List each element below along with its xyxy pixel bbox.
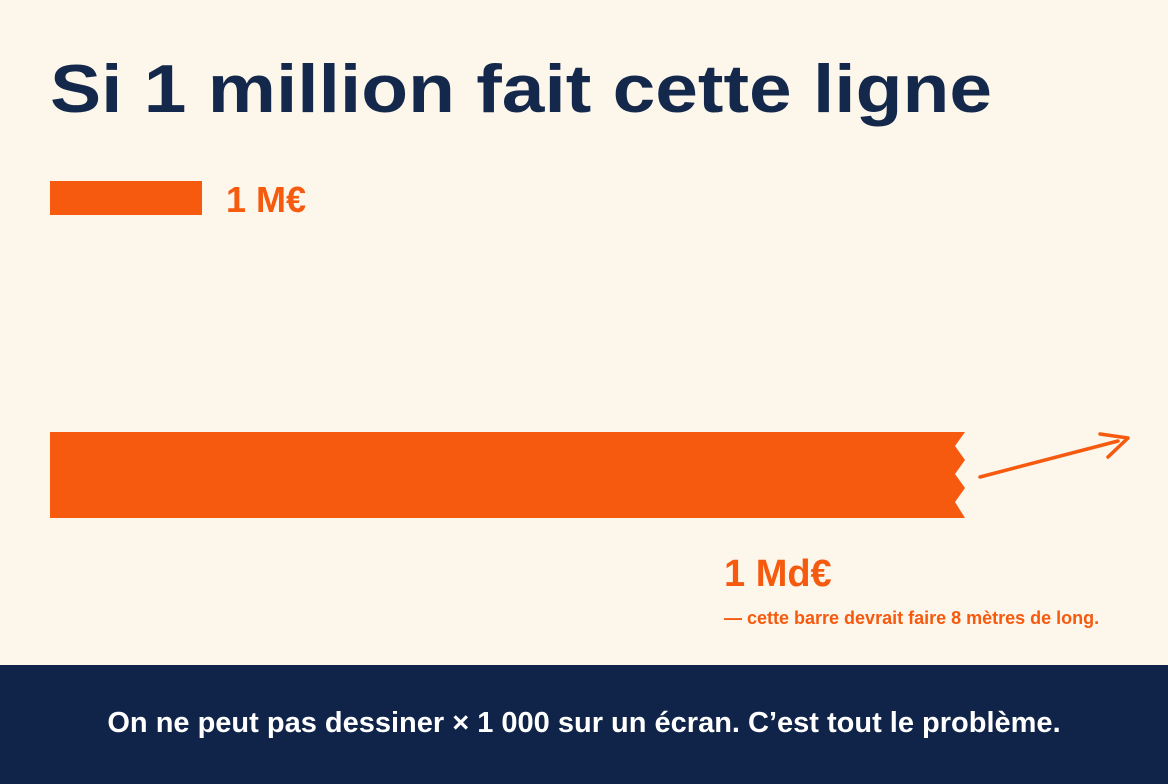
big-bar bbox=[50, 432, 965, 518]
big-bar-note: — cette barre devrait faire 8 mètres de … bbox=[724, 608, 1099, 628]
footer-text: On ne peut pas dessiner × 1 000 sur un é… bbox=[107, 707, 1060, 739]
small-bar-label: 1 M€ bbox=[226, 179, 306, 220]
big-bar-label: 1 Md€ bbox=[724, 553, 832, 595]
small-bar bbox=[50, 181, 202, 215]
title: Si 1 million fait cette ligne bbox=[50, 51, 992, 127]
footer-band bbox=[0, 665, 1168, 784]
arrow-line bbox=[978, 439, 1120, 479]
arrow-head bbox=[1098, 432, 1130, 459]
